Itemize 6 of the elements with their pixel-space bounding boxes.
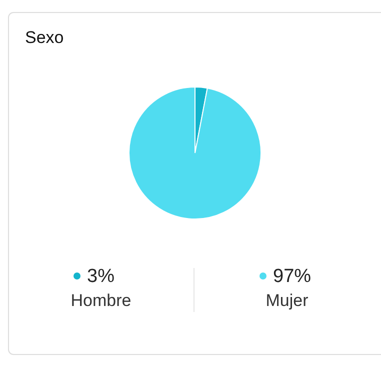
chart-title: Sexo xyxy=(25,28,64,47)
pie-slice xyxy=(128,86,262,220)
legend-label: Mujer xyxy=(266,291,309,310)
data-label: 3% xyxy=(87,266,115,287)
data-label: 97% xyxy=(273,266,312,287)
legend-label: Hombre xyxy=(70,291,132,310)
